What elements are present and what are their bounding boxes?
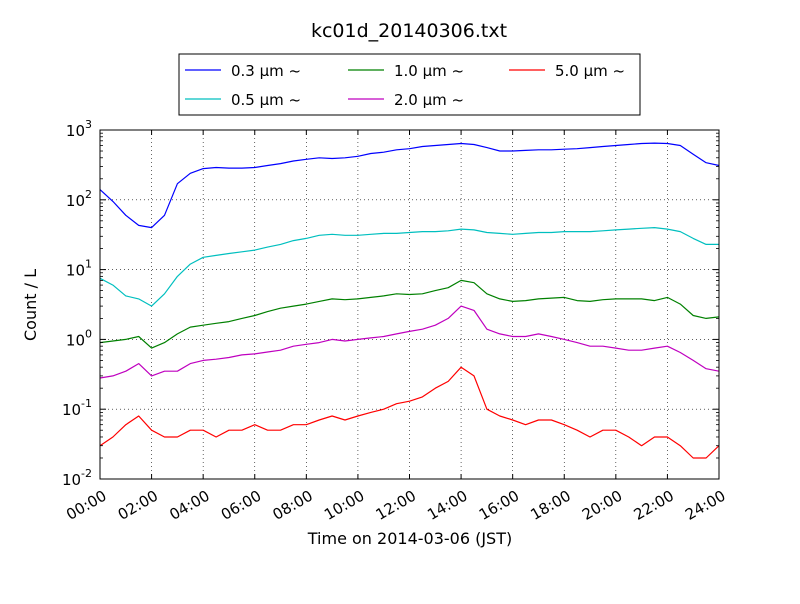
x-tick-label: 18:00: [527, 487, 573, 524]
x-tick-label: 12:00: [373, 487, 419, 524]
x-tick-label: 00:00: [63, 487, 109, 524]
axes: 00:00 02:00 04:00 06:00 08:00 10:00 12:00 14:00…: [62, 118, 729, 524]
y-tick-label: 102: [66, 188, 92, 210]
series-line-1: [99, 227, 719, 307]
y-tick-label: 100: [66, 327, 92, 349]
x-axis-label: Time on 2014-03-06 (JST): [307, 529, 512, 548]
series-line-3: [99, 305, 720, 379]
legend-box: [178, 53, 641, 116]
x-tick-label: 24:00: [682, 487, 728, 524]
series-line-2: [99, 279, 720, 349]
y-tick-label: 10-2: [62, 467, 92, 489]
series-line-4: [99, 366, 720, 459]
legend-entry-label: 0.5 μm ~: [231, 91, 301, 109]
x-tick-label: 20:00: [579, 487, 625, 524]
series-lines: [99, 142, 720, 459]
x-tick-label: 14:00: [424, 487, 470, 524]
chart-title: kc01d_20140306.txt: [311, 20, 507, 42]
x-tick-label: 16:00: [476, 487, 522, 524]
legend-entry-label: 2.0 μm ~: [394, 91, 464, 109]
y-axis-label: Count / L: [21, 269, 40, 341]
grid-lines: [100, 130, 719, 479]
y-tick-label: 103: [66, 118, 92, 140]
legend-entry-label: 0.3 μm ~: [231, 62, 301, 80]
x-tick-label: 08:00: [269, 487, 315, 524]
y-tick-label: 10-1: [62, 397, 92, 419]
legend-entry-label: 5.0 μm ~: [555, 62, 625, 80]
legend-entry-label: 1.0 μm ~: [394, 62, 464, 80]
series-line-0: [99, 142, 720, 229]
x-tick-label: 06:00: [218, 487, 264, 524]
legend: 0.3 μm ~ 0.5 μm ~ 1.0 μm ~ 2.0 μm ~ 5.0 μm ~: [178, 53, 641, 116]
x-tick-label: 10:00: [321, 487, 367, 524]
y-tick-label: 101: [66, 258, 92, 280]
x-tick-label: 02:00: [115, 487, 161, 524]
x-tick-label: 22:00: [631, 487, 677, 524]
x-tick-label: 04:00: [166, 487, 212, 524]
